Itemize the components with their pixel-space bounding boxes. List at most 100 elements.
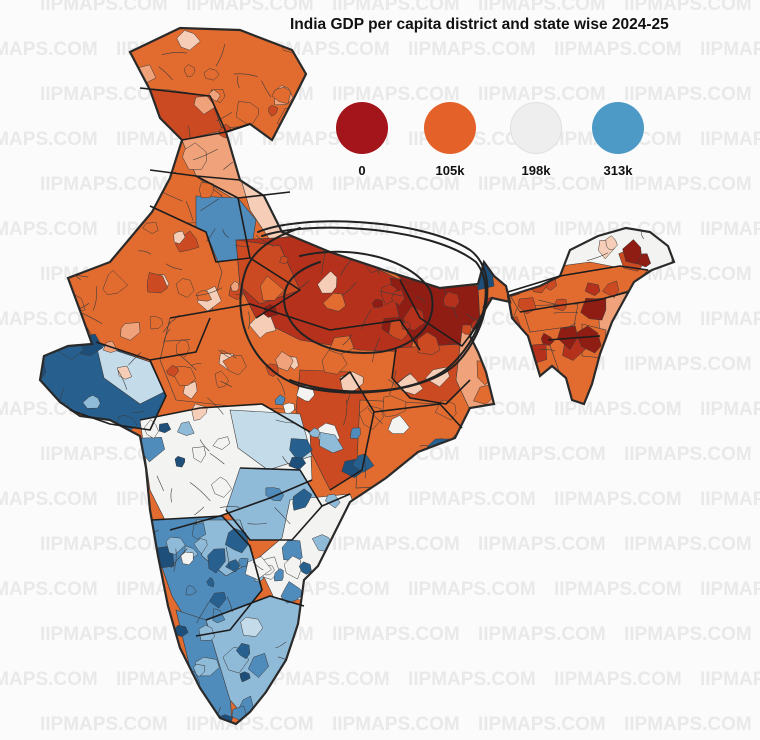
district-shape <box>510 430 535 450</box>
district-boundary <box>40 593 41 618</box>
district-shape <box>335 644 357 668</box>
district-boundary <box>387 673 397 690</box>
district-boundary <box>535 377 556 397</box>
watermark-text: IIPMAPS.COM <box>408 39 536 60</box>
district-boundary <box>561 693 567 712</box>
district-shape <box>335 668 357 686</box>
district-boundary <box>380 635 402 639</box>
district-boundary <box>637 495 664 503</box>
district-boundary <box>235 293 246 296</box>
district-shape <box>68 497 83 508</box>
watermark-text: IIPMAPS.COM <box>332 534 460 555</box>
district-shape <box>55 86 65 96</box>
district-shape <box>604 663 618 675</box>
watermark-text: IIPMAPS.COM <box>478 84 606 105</box>
watermark-text: IIPMAPS.COM <box>0 309 98 330</box>
district-shape <box>387 415 410 434</box>
district-boundary <box>509 43 523 50</box>
district-boundary <box>404 205 414 221</box>
district-shape <box>493 542 520 568</box>
district-boundary <box>640 709 653 724</box>
watermark-text: IIPMAPS.COM <box>624 444 752 465</box>
district-shape <box>40 531 50 549</box>
district-shape <box>40 430 43 443</box>
district-shape <box>592 561 606 572</box>
district-shape <box>247 652 269 678</box>
district-shape <box>118 476 131 493</box>
district-boundary <box>538 299 559 306</box>
district-shape <box>274 394 286 406</box>
district-shape <box>49 335 61 350</box>
district-boundary <box>361 682 366 695</box>
district-boundary <box>274 507 291 525</box>
district-boundary <box>544 615 549 627</box>
district-shape <box>94 577 114 596</box>
annotation-circle <box>239 220 489 394</box>
district-shape <box>374 663 388 678</box>
district-boundary <box>447 342 461 347</box>
district-boundary <box>545 93 564 106</box>
district-boundary <box>170 488 173 503</box>
district-shape <box>310 657 327 675</box>
district-shape <box>467 577 479 588</box>
district-boundary <box>389 370 397 395</box>
district-shape <box>481 160 509 182</box>
legend-label-105k: 105k <box>435 163 465 178</box>
state-borders <box>69 87 649 637</box>
district-boundary <box>52 574 55 590</box>
district-boundary <box>241 140 253 163</box>
watermark-text: IIPMAPS.COM <box>700 489 760 510</box>
district-boundary <box>386 123 396 145</box>
district-shape <box>88 441 109 459</box>
legend-label-0: 0 <box>358 163 366 178</box>
district-boundary <box>42 457 61 465</box>
watermark-text: IIPMAPS.COM <box>478 444 606 465</box>
district-shape <box>577 523 604 546</box>
district-boundary <box>633 670 641 695</box>
district-shape <box>165 689 179 703</box>
district-shape <box>238 557 249 568</box>
district-boundary <box>487 122 509 134</box>
watermark-text: IIPMAPS.COM <box>700 309 760 330</box>
legend-swatch-198k <box>510 102 562 154</box>
district-boundary <box>162 52 187 55</box>
district-shape <box>222 354 247 376</box>
district-shape <box>647 340 658 352</box>
district-shape <box>627 656 638 667</box>
district-shape <box>561 414 578 433</box>
district-shape <box>639 635 659 653</box>
district-boundary <box>645 336 667 351</box>
district-shape <box>105 520 117 529</box>
district-shape <box>95 621 108 635</box>
district-shape <box>75 53 88 66</box>
watermark-text: IIPMAPS.COM <box>40 624 168 645</box>
district-shape <box>382 541 400 559</box>
district-boundary <box>58 123 79 139</box>
watermark-text: IIPMAPS.COM <box>478 534 606 555</box>
district-shape <box>314 94 326 106</box>
district-shape <box>631 696 652 714</box>
district-shape <box>556 523 574 539</box>
district-shape <box>552 508 567 523</box>
district-shape <box>185 584 197 596</box>
watermark-text: IIPMAPS.COM <box>554 39 682 60</box>
watermark-text: IIPMAPS.COM <box>40 534 168 555</box>
district-shape <box>448 526 471 555</box>
district-boundary <box>587 252 609 261</box>
district-shape <box>416 514 445 540</box>
district-boundary <box>665 144 671 170</box>
district-shape <box>371 226 389 245</box>
district-shape <box>212 436 231 450</box>
district-shape <box>239 671 251 683</box>
district-boundary <box>92 556 101 577</box>
district-shape <box>279 256 289 265</box>
district-boundary <box>276 377 286 396</box>
watermark-text: IIPMAPS.COM <box>478 624 606 645</box>
watermark-text: IIPMAPS.COM <box>332 714 460 735</box>
district-shape <box>258 146 273 160</box>
district-shape <box>198 624 215 641</box>
district-shape <box>488 567 501 580</box>
district-shape <box>566 588 581 607</box>
district-shape <box>283 116 303 138</box>
district-boundary <box>502 420 510 431</box>
